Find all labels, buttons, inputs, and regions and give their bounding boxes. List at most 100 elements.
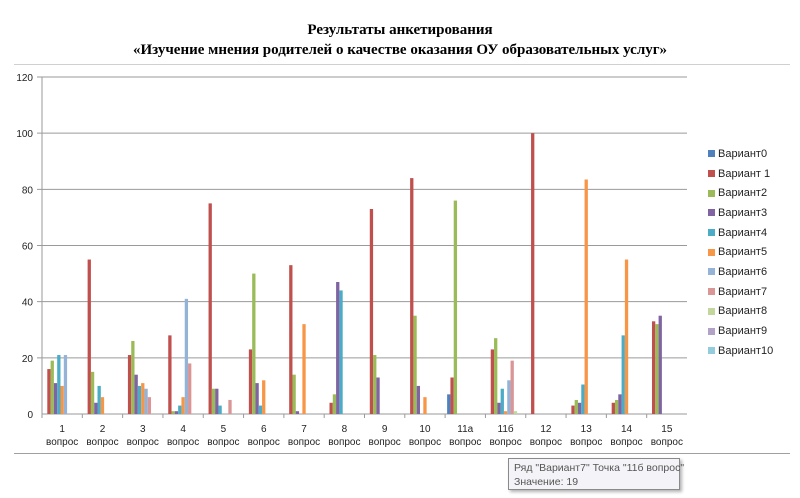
- legend-item[interactable]: Вариант6: [708, 262, 773, 282]
- legend-swatch: [708, 268, 715, 276]
- legend-swatch: [708, 189, 715, 197]
- bar: [453, 200, 458, 414]
- bar: [292, 374, 296, 414]
- bar: [248, 349, 253, 414]
- legend-item[interactable]: Вариант5: [708, 242, 773, 262]
- bar: [513, 411, 518, 414]
- bar: [413, 315, 417, 414]
- legend-item[interactable]: Вариант8: [708, 302, 773, 322]
- y-tick-label: 20: [22, 354, 34, 365]
- x-tick-label: 11а вопрос: [449, 424, 481, 448]
- legend-label: Вариант5: [718, 246, 768, 259]
- bar: [621, 335, 625, 414]
- bar: [410, 178, 414, 414]
- bar: [174, 411, 179, 414]
- bar: [577, 402, 582, 414]
- x-tick-label: 7 вопрос: [288, 424, 320, 448]
- y-tick-label: 120: [16, 73, 33, 84]
- bar: [57, 355, 61, 414]
- legend-item[interactable]: Вариант10: [708, 341, 773, 361]
- x-tick-label: 13 вопрос: [570, 424, 602, 448]
- bar: [168, 335, 172, 414]
- legend-swatch: [708, 150, 715, 158]
- bar: [131, 340, 135, 414]
- legend-swatch: [708, 288, 715, 296]
- bar: [181, 397, 185, 414]
- legend-item[interactable]: Вариант 1: [708, 164, 773, 184]
- legend-label: Вариант3: [718, 206, 768, 219]
- legend-swatch: [708, 229, 715, 237]
- bar: [490, 349, 495, 414]
- bar: [611, 402, 615, 414]
- bar: [178, 405, 182, 414]
- bar: [171, 411, 175, 414]
- bar: [87, 259, 91, 414]
- bar: [218, 405, 222, 414]
- bar: [211, 388, 216, 414]
- legend-label: Вариант4: [718, 226, 768, 239]
- bar: [252, 273, 256, 414]
- bar: [497, 402, 501, 414]
- bar: [53, 383, 58, 414]
- bar: [208, 203, 212, 414]
- legend-item[interactable]: Вариант7: [708, 282, 773, 302]
- legend-swatch: [708, 248, 715, 256]
- legend-item[interactable]: Вариант4: [708, 223, 773, 243]
- bar: [188, 363, 192, 414]
- x-tick-label: 15 вопрос: [651, 424, 683, 448]
- legend-item[interactable]: Вариант9: [708, 321, 773, 341]
- bar: [423, 397, 427, 414]
- legend-item[interactable]: Вариант2: [708, 183, 773, 203]
- y-tick-label: 80: [22, 185, 34, 196]
- legend-swatch: [708, 347, 715, 355]
- bar: [302, 324, 306, 414]
- bar: [262, 380, 266, 414]
- legend-label: Вариант8: [718, 305, 768, 318]
- bar: [144, 388, 148, 414]
- legend-item[interactable]: Вариант3: [708, 203, 773, 223]
- legend-label: Вариант10: [718, 344, 774, 357]
- x-tick-label: 11б вопрос: [489, 423, 521, 448]
- x-tick-label: 2 вопрос: [86, 424, 118, 448]
- chart-subtitle: «Изучение мнения родителей о качестве ок…: [132, 42, 668, 58]
- chart-area[interactable]: [14, 64, 790, 454]
- legend-swatch: [708, 327, 715, 335]
- tooltip-series-point: Ряд "Вариант7" Точка "11б вопрос": [514, 462, 685, 474]
- legend-swatch: [708, 170, 715, 178]
- bar: [510, 360, 514, 414]
- y-tick-label: 0: [27, 410, 33, 421]
- bar: [295, 411, 300, 414]
- bar: [50, 360, 54, 414]
- legend[interactable]: Вариант0 Вариант 1 Вариант2 Вариант3 Вариант…: [708, 144, 773, 361]
- bar: [450, 377, 454, 414]
- data-tooltip: Ряд "Вариант7" Точка "11б вопрос" Значен…: [508, 458, 685, 490]
- bar: [332, 394, 337, 414]
- x-tick-label: 4 вопрос: [167, 424, 199, 448]
- bar: [503, 411, 508, 414]
- y-tick-label: 40: [22, 298, 34, 309]
- x-tick-label: 3 вопрос: [127, 424, 159, 448]
- bar: [376, 377, 380, 414]
- x-tick-label: 10 вопрос: [409, 424, 441, 448]
- legend-label: Вариант0: [718, 147, 768, 160]
- bar: [571, 405, 575, 414]
- bar: [416, 385, 421, 414]
- bar: [655, 324, 659, 414]
- legend-label: Вариант6: [718, 265, 768, 278]
- x-tick-label: 1 вопрос: [46, 424, 78, 448]
- bar: [147, 397, 152, 414]
- bar: [97, 385, 101, 414]
- legend-label: Вариант7: [718, 285, 768, 298]
- legend-item[interactable]: Вариант0: [708, 144, 773, 164]
- bar: [134, 374, 138, 414]
- bar: [618, 394, 622, 414]
- bar: [651, 321, 656, 414]
- chart-title: Результаты анкетирования: [307, 22, 493, 38]
- bar: [137, 385, 142, 414]
- bar: [60, 385, 64, 414]
- bar: [94, 402, 98, 414]
- bar: [141, 383, 145, 414]
- legend-label: Вариант 1: [718, 167, 771, 180]
- bar: [494, 338, 498, 414]
